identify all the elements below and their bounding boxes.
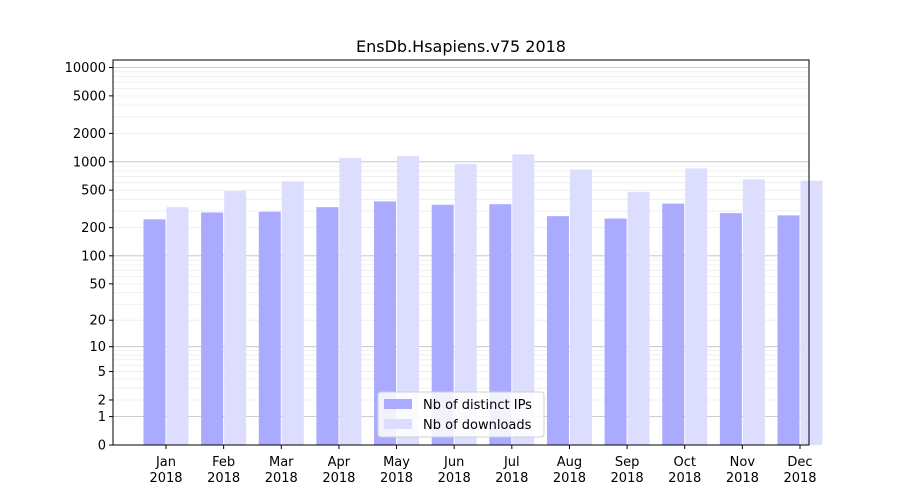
y-tick-label: 5000 [73,89,106,104]
bar-downloads [512,154,535,446]
x-tick-label-year: 2018 [611,471,644,486]
x-tick-label-month: Aug [557,455,582,470]
y-tick-label: 2 [98,393,106,408]
bar-downloads [800,180,823,446]
legend-swatch [384,419,412,429]
y-tick-label: 2000 [73,127,106,142]
x-tick-label-year: 2018 [553,471,586,486]
bar-distinct-ips [489,204,512,445]
bar-downloads [685,168,708,445]
bar-distinct-ips [546,216,569,445]
axes: Jan2018Feb2018Mar2018Apr2018May2018Jun20… [65,59,817,486]
x-tick-label-month: Feb [212,455,235,470]
y-tick-label: 100 [81,249,106,264]
bar-distinct-ips [374,201,397,445]
bar-distinct-ips [258,211,281,445]
legend-swatch [384,399,412,409]
x-tick-label-month: Mar [269,455,294,470]
bar-downloads [166,207,189,445]
x-tick-label-year: 2018 [783,471,816,486]
x-tick-label-month: Nov [730,455,756,470]
bar-downloads [454,163,477,445]
bar-downloads [224,191,247,445]
x-tick-label-year: 2018 [668,471,701,486]
y-tick-label: 20 [89,314,106,329]
plot-frame [112,59,810,446]
x-tick-label-year: 2018 [380,471,413,486]
x-tick-label-month: Oct [673,455,695,470]
x-tick-label-month: Jul [503,455,520,470]
y-tick-label: 200 [81,221,106,236]
x-tick-label-month: Apr [328,455,351,470]
y-tick-label: 10 [89,340,106,355]
x-tick-label-month: Jun [443,455,464,470]
bar-distinct-ips [662,203,685,445]
legend-label: Nb of downloads [423,418,532,433]
x-tick-label-year: 2018 [265,471,298,486]
x-tick-label-month: Jan [155,455,176,470]
legend: Nb of distinct IPs Nb of downloads [377,391,545,438]
bar-downloads [742,179,765,445]
x-tick-label-year: 2018 [322,471,355,486]
x-tick-label-year: 2018 [438,471,471,486]
x-tick-label-year: 2018 [149,471,182,486]
y-tick-label: 1 [98,410,106,425]
y-tick-label: 50 [89,277,106,292]
bar-distinct-ips [719,213,742,445]
x-tick-label-month: Dec [787,455,812,470]
x-tick-label-year: 2018 [726,471,759,486]
bars [143,154,823,446]
bar-distinct-ips [604,218,627,445]
y-tick-label: 500 [81,184,106,199]
y-tick-label: 5 [98,365,106,380]
x-tick-label-month: May [383,455,410,470]
bar-downloads [569,169,592,445]
y-tick-label: 10000 [65,61,106,76]
bar-distinct-ips [777,215,800,445]
bar-distinct-ips [316,207,339,445]
bar-downloads [281,181,304,445]
bar-downloads [397,156,420,445]
bar-downloads [627,191,650,445]
y-tick-label: 1000 [73,155,106,170]
bar-downloads [339,157,362,446]
legend-box [377,391,545,438]
chart-title: EnsDb.Hsapiens.v75 2018 [356,37,566,56]
bar-distinct-ips [143,219,166,445]
bar-distinct-ips [431,204,454,445]
x-tick-label-month: Sep [615,455,640,470]
x-tick-label-year: 2018 [495,471,528,486]
x-tick-label-year: 2018 [207,471,240,486]
bar-distinct-ips [201,212,224,445]
legend-label: Nb of distinct IPs [423,398,532,413]
y-tick-label: 0 [98,439,106,454]
